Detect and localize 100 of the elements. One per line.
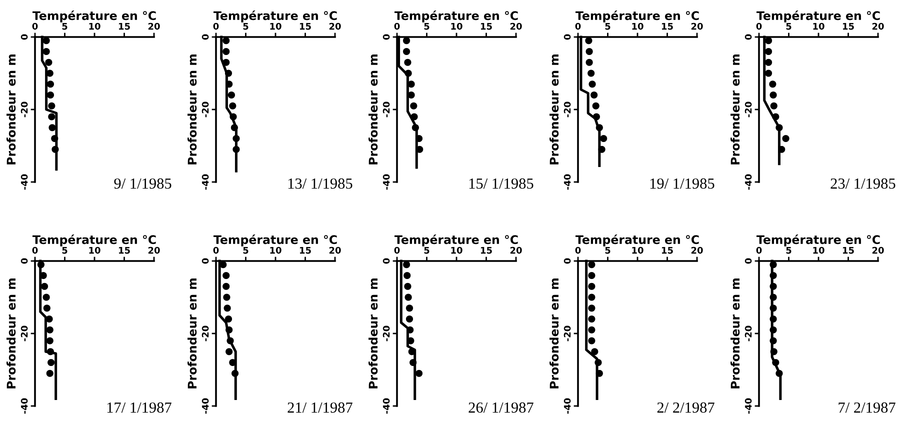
x-axis-title: Température en °C: [32, 234, 156, 246]
x-tick-label: 5: [62, 22, 68, 30]
x-axis-title: Température en °C: [756, 10, 880, 22]
x-axis-title: Température en °C: [576, 234, 699, 246]
annotation: 19/ 1/1985: [650, 178, 714, 189]
x-tick-label: 5: [605, 246, 610, 254]
point: [770, 294, 777, 301]
x-axis-title: Température en °C: [756, 234, 880, 246]
point: [222, 272, 230, 280]
point: [402, 37, 410, 44]
point: [406, 315, 414, 323]
y-tick-label: 0: [564, 34, 571, 40]
y-tick-label: -20: [20, 102, 28, 118]
y-tick-label: -20: [382, 102, 390, 118]
x-tick-label: 20: [148, 22, 160, 30]
point: [46, 80, 54, 88]
point: [46, 370, 54, 377]
x-tick-label: 10: [89, 246, 100, 254]
x-tick-label: 10: [632, 22, 644, 30]
y-tick-label: -20: [202, 102, 209, 118]
x-tick-label: 15: [662, 246, 673, 254]
x-tick-label: 5: [786, 22, 792, 30]
point: [220, 261, 227, 268]
x-tick-label: 0: [32, 246, 38, 254]
x-tick-label: 15: [480, 22, 492, 30]
point: [48, 124, 56, 132]
point: [770, 91, 777, 99]
x-axis-title: Température en °C: [214, 234, 337, 246]
point: [43, 304, 50, 312]
point: [410, 358, 417, 366]
point: [46, 337, 54, 344]
point: [770, 315, 777, 323]
point: [770, 282, 777, 290]
point: [776, 124, 783, 132]
x-tick-label: 5: [243, 22, 248, 30]
point: [764, 48, 772, 56]
x-axis-title: Température en °C: [576, 10, 699, 22]
point: [404, 282, 412, 290]
y-tick-label: -40: [744, 174, 752, 190]
annotation: 15/ 1/1985: [469, 178, 534, 189]
y-tick-label: -40: [564, 174, 571, 190]
annotation: 2/ 2/1987: [657, 402, 714, 413]
x-tick-label: 0: [394, 22, 400, 30]
point: [772, 113, 780, 120]
x-tick-label: 0: [213, 246, 219, 254]
point: [772, 358, 780, 366]
point: [232, 146, 240, 153]
point: [776, 370, 783, 377]
x-tick-label: 0: [756, 246, 762, 254]
point: [404, 58, 412, 66]
x-tick-label: 0: [32, 22, 38, 30]
y-tick-label: -20: [744, 102, 752, 118]
x-tick-label: 10: [89, 22, 100, 30]
point: [588, 294, 596, 301]
x-tick-label: 10: [451, 246, 462, 254]
point: [51, 134, 58, 142]
annotation: 9/ 1/1985: [114, 178, 172, 189]
point: [592, 113, 600, 120]
point: [222, 58, 230, 66]
point: [588, 282, 596, 290]
point: [770, 348, 778, 356]
point: [404, 70, 412, 77]
y-axis-title: Profondeur en m: [368, 54, 378, 164]
x-axis-title: Température en °C: [32, 10, 156, 22]
point: [782, 134, 790, 142]
y-tick-label: -20: [202, 326, 209, 342]
point: [764, 58, 772, 66]
x-axis-title: Température en °C: [394, 234, 518, 246]
point: [224, 304, 231, 312]
y-tick-label: -20: [20, 326, 28, 342]
x-tick-label: 20: [329, 246, 341, 254]
point: [232, 370, 239, 377]
x-tick-label: 20: [510, 246, 522, 254]
y-axis-title: Profondeur en m: [550, 54, 559, 164]
x-tick-label: 5: [605, 22, 610, 30]
point: [415, 134, 423, 142]
point: [222, 37, 230, 44]
point: [600, 134, 608, 142]
point: [402, 261, 410, 268]
y-tick-label: -40: [20, 174, 28, 190]
point: [408, 80, 415, 88]
x-tick-label: 15: [662, 22, 673, 30]
x-tick-label: 0: [213, 22, 219, 30]
point: [226, 337, 234, 344]
point: [230, 124, 238, 132]
point: [52, 146, 59, 153]
point: [594, 358, 602, 366]
point: [40, 282, 48, 290]
x-tick-label: 5: [424, 22, 430, 30]
y-axis-title: Profondeur en m: [730, 54, 740, 164]
point: [229, 102, 236, 110]
y-tick-label: 0: [20, 34, 28, 40]
point: [232, 134, 240, 142]
x-tick-label: 15: [300, 246, 311, 254]
point: [224, 315, 232, 323]
point: [222, 282, 230, 290]
point: [415, 370, 423, 377]
annotation: 21/ 1/1987: [288, 402, 352, 413]
y-axis-title: Profondeur en m: [188, 54, 197, 164]
y-tick-label: -20: [564, 326, 571, 342]
